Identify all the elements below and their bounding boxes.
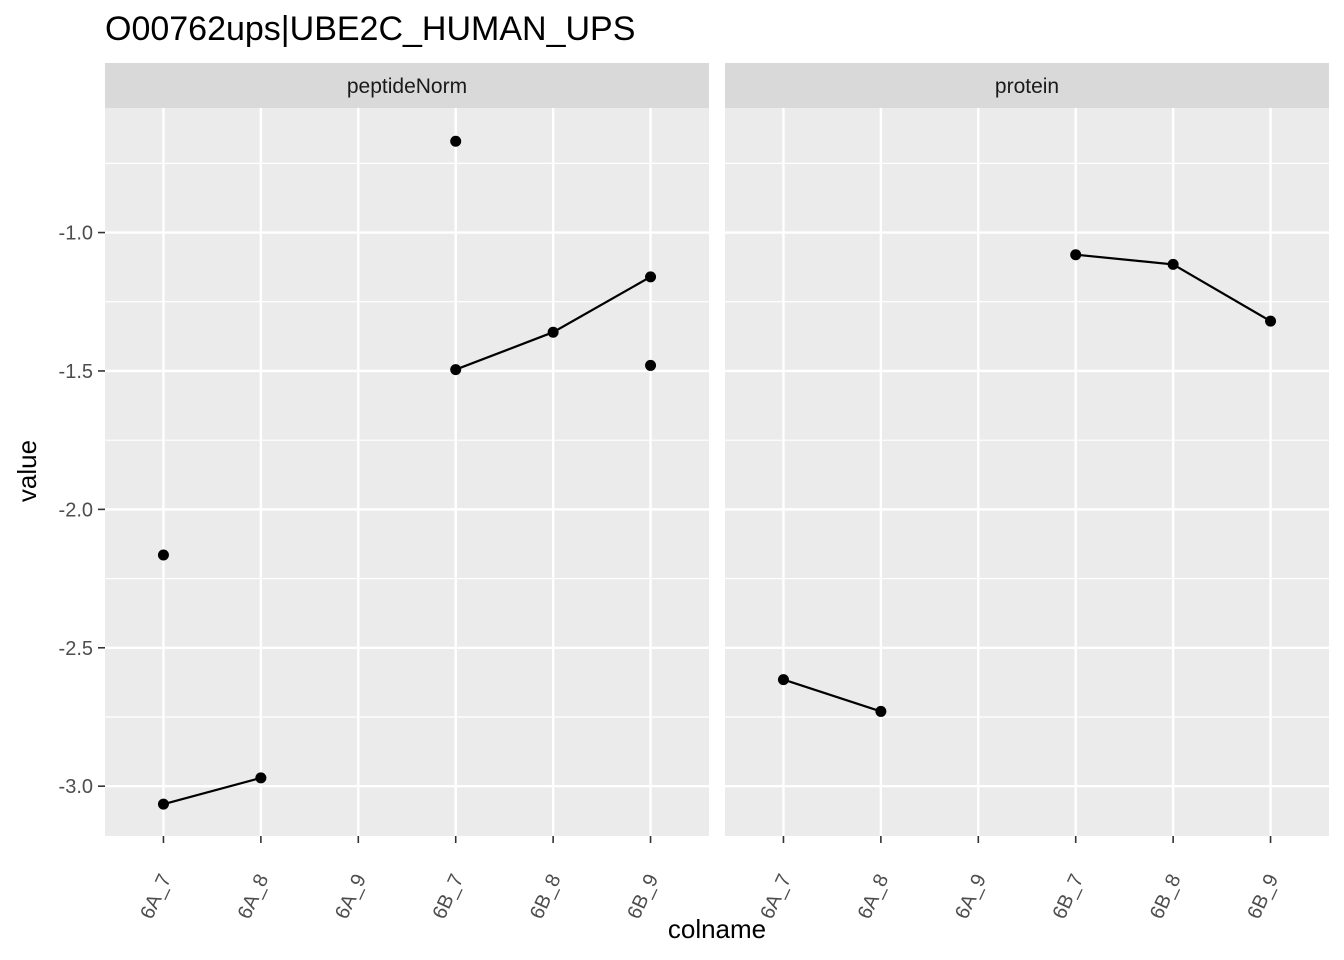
y-tick-label: -1.0 xyxy=(59,223,93,245)
facet-panel-peptideNorm: peptideNorm xyxy=(105,63,709,836)
x-tick-label: 6B_8 xyxy=(526,871,566,923)
x-tick-label: 6A_8 xyxy=(234,871,274,923)
facet-strip-label: protein xyxy=(995,75,1059,98)
x-tick-label: 6B_7 xyxy=(429,871,469,923)
y-tick-label: -2.5 xyxy=(59,638,93,660)
panel-background xyxy=(105,108,709,836)
y-axis-title: value xyxy=(12,440,42,502)
data-point xyxy=(875,705,887,717)
y-tick-label: -2.0 xyxy=(59,499,93,521)
data-point xyxy=(645,271,657,283)
y-tick-label: -1.5 xyxy=(59,361,93,383)
facet-strip xyxy=(105,63,709,108)
x-tick-label: 6A_8 xyxy=(854,871,894,923)
x-axis: 6A_7 6A_8 6A_9 6B_7 6B_8 6B_9 6A_7 6A_8 6A_9 6B_7… xyxy=(136,836,1283,922)
data-point xyxy=(255,772,267,784)
facet-strip-label: peptideNorm xyxy=(347,75,467,98)
data-point xyxy=(450,364,462,376)
chart-title: O00762ups|UBE2C_HUMAN_UPS xyxy=(105,10,635,48)
facet-panel-protein: protein xyxy=(725,63,1329,836)
x-tick-label: 6A_7 xyxy=(136,871,176,923)
y-axis: -1.0 -1.5 -2.0 -2.5 -3.0 xyxy=(59,223,105,798)
x-tick-label: 6B_7 xyxy=(1049,871,1089,923)
y-tick-label: -3.0 xyxy=(59,776,93,798)
series-line xyxy=(163,776,262,806)
data-point xyxy=(777,674,789,686)
data-point xyxy=(1070,249,1082,261)
x-tick-label: 6B_9 xyxy=(623,871,663,923)
x-tick-label: 6B_8 xyxy=(1146,871,1186,923)
data-point xyxy=(450,135,462,147)
data-point xyxy=(1167,258,1179,270)
x-tick-label: 6A_9 xyxy=(331,871,371,923)
series-line xyxy=(783,678,882,713)
x-axis-title: colname xyxy=(668,914,766,944)
data-point xyxy=(1265,315,1277,327)
facet-strip xyxy=(725,63,1329,108)
x-tick-label: 6B_9 xyxy=(1243,871,1283,923)
data-point xyxy=(157,798,169,810)
data-point xyxy=(157,549,169,561)
facet-panels: peptideNorm protein xyxy=(105,63,1329,836)
data-point xyxy=(547,326,559,338)
data-point xyxy=(645,359,657,371)
panel-background xyxy=(725,108,1329,836)
x-tick-label: 6A_9 xyxy=(951,871,991,923)
